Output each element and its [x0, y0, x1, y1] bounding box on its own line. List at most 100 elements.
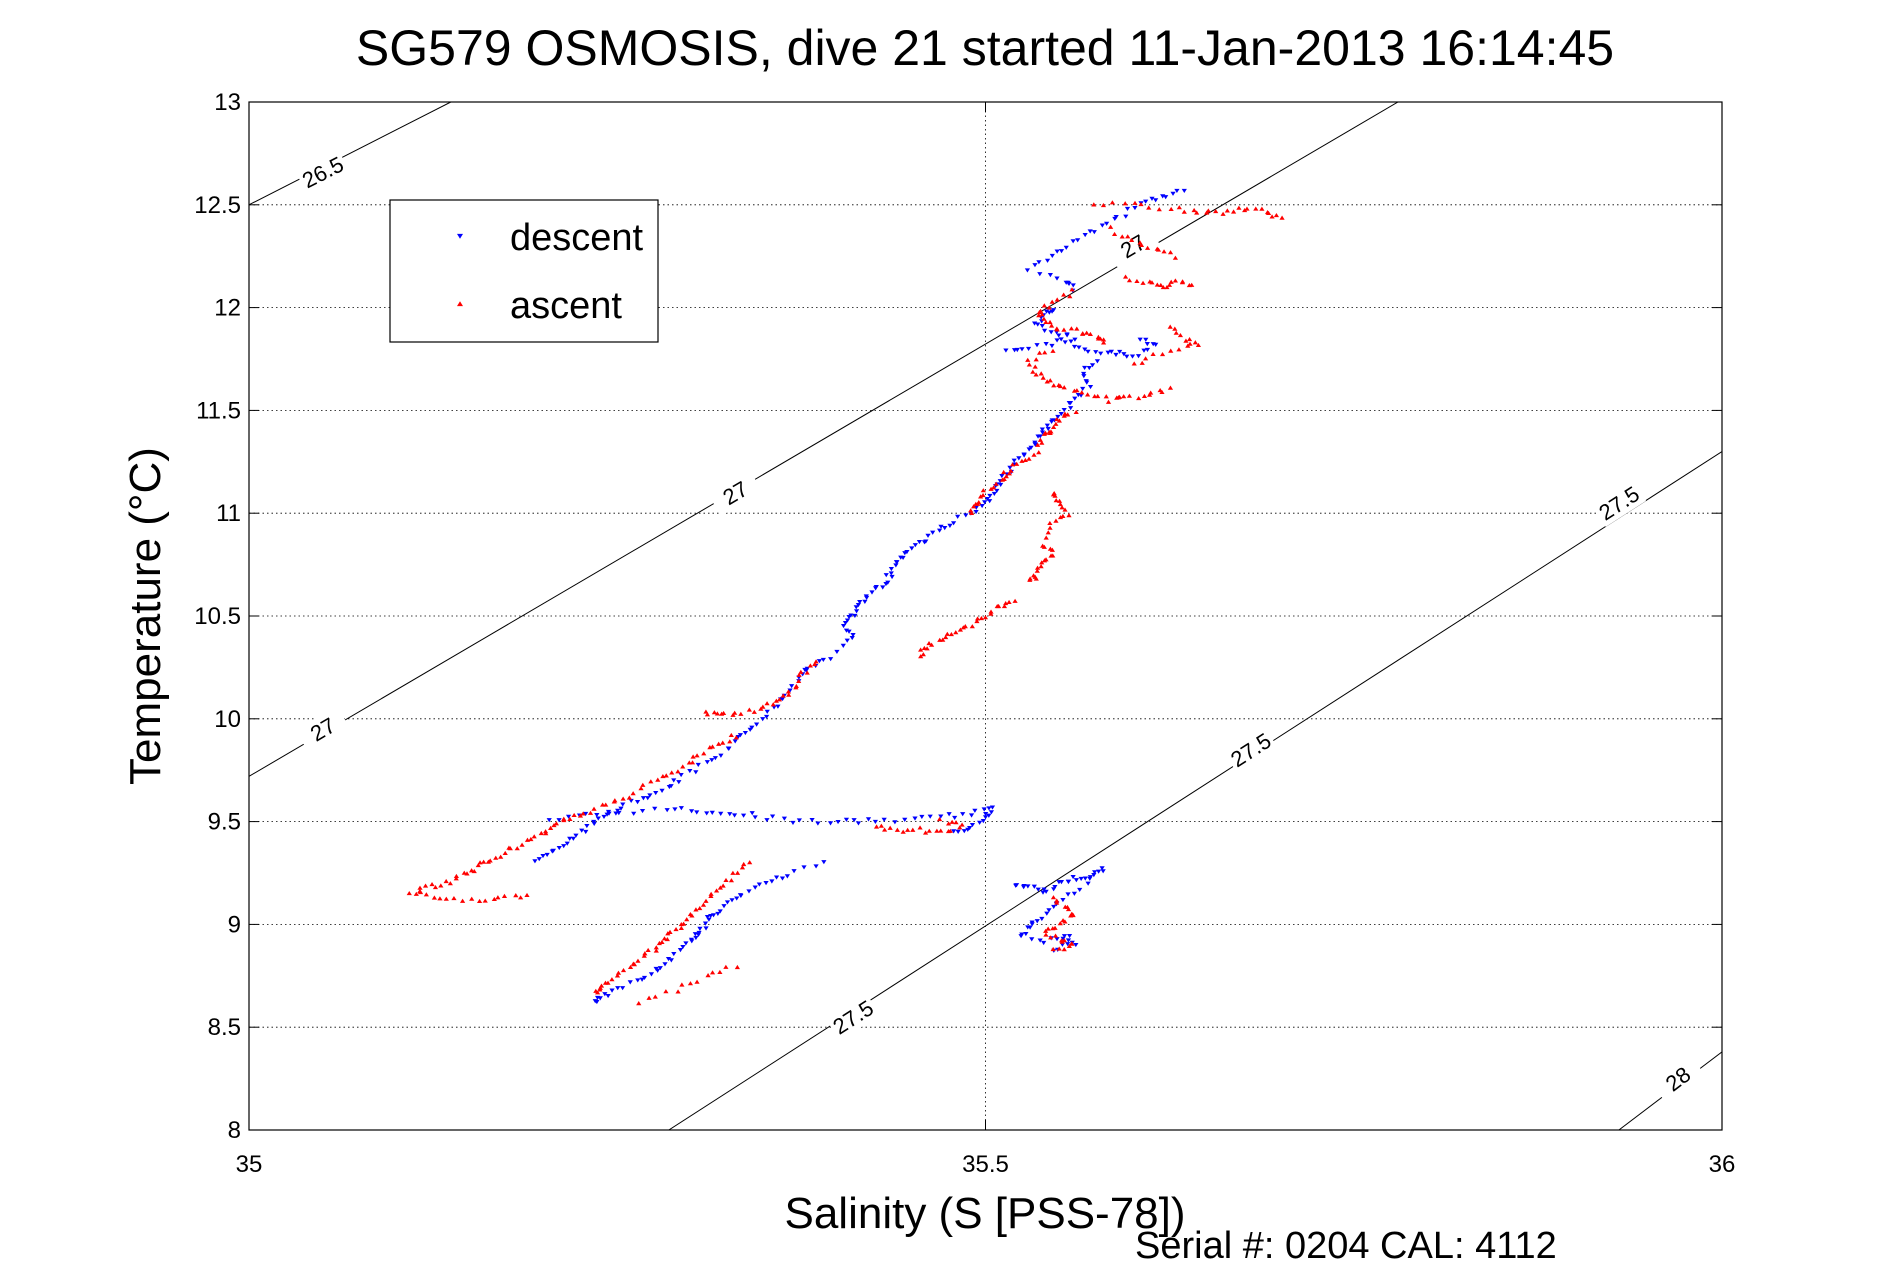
descent-point	[1065, 892, 1071, 897]
ascent-point	[1129, 237, 1135, 243]
descent-point	[1163, 195, 1169, 200]
ascent-point	[730, 712, 736, 717]
x-tick-label: 35.5	[962, 1151, 1009, 1178]
ascent-point	[548, 825, 554, 830]
ascent-point	[1179, 280, 1185, 285]
descent-point	[790, 820, 796, 826]
descent-point	[763, 714, 770, 720]
descent-point	[1181, 188, 1187, 194]
descent-point	[816, 659, 822, 664]
ascent-point	[1158, 282, 1164, 287]
ascent-point	[1054, 327, 1060, 332]
ascent-point	[1265, 210, 1272, 216]
y-tick-label: 10.5	[194, 603, 241, 630]
descent-point	[540, 854, 546, 859]
descent-point	[1046, 908, 1052, 913]
descent-point	[1081, 371, 1087, 377]
descent-point	[862, 599, 868, 604]
ascent-point	[1057, 921, 1063, 926]
ascent-point	[561, 816, 567, 821]
ascent-point	[1125, 234, 1131, 239]
descent-point	[567, 836, 573, 841]
ascent-point	[786, 692, 792, 697]
descent-point	[708, 913, 714, 919]
legend: descent ascent	[389, 199, 659, 343]
descent-point	[1073, 942, 1079, 948]
descent-point	[1096, 869, 1102, 874]
ascent-point	[928, 642, 935, 647]
descent-point	[781, 816, 787, 821]
ascent-point	[991, 485, 997, 490]
descent-point	[1144, 342, 1150, 347]
descent-point	[892, 820, 898, 825]
descent-point	[1066, 934, 1073, 939]
ascent-point	[974, 616, 981, 621]
descent-point	[550, 848, 557, 853]
ascent-point	[1061, 327, 1067, 332]
ascent-point	[1181, 209, 1187, 214]
ascent-point	[703, 709, 709, 714]
descent-point	[898, 555, 904, 560]
ascent-point	[438, 883, 444, 888]
descent-point	[843, 817, 850, 822]
descent-point	[1044, 911, 1050, 916]
isopycnal-line	[249, 102, 452, 206]
ascent-point	[720, 883, 726, 888]
ascent-point	[988, 486, 994, 491]
descent-point	[671, 951, 677, 957]
ascent-point	[506, 845, 512, 850]
ascent-point	[1001, 603, 1008, 609]
descent-point	[1072, 396, 1078, 401]
ascent-point	[1047, 378, 1053, 383]
ascent-point	[1132, 200, 1138, 205]
ascent-point	[776, 697, 783, 702]
descent-point	[620, 802, 626, 807]
ascent-point	[1091, 202, 1097, 207]
ascent-point	[704, 712, 711, 717]
ascent-point	[968, 508, 974, 513]
descent-point	[732, 739, 738, 744]
descent-point	[961, 829, 967, 834]
ascent-point	[1195, 342, 1201, 348]
descent-point	[697, 926, 703, 931]
descent-point	[1082, 876, 1088, 881]
isopycnal-label-bg	[1650, 1053, 1705, 1104]
ascent-point	[1043, 535, 1049, 540]
descent-point	[746, 889, 752, 894]
ascent-point	[1047, 525, 1053, 530]
ascent-point	[1119, 234, 1125, 239]
y-tick-label: 9	[228, 911, 241, 938]
descent-point	[1091, 873, 1097, 878]
descent-point	[1007, 465, 1013, 470]
ascent-point	[553, 821, 559, 826]
ascent-point	[690, 754, 696, 759]
descent-point	[1072, 337, 1078, 342]
data-series	[406, 188, 1285, 1006]
descent-point	[579, 828, 585, 833]
descent-point	[980, 819, 986, 824]
ascent-point	[638, 786, 644, 791]
ascent-point	[1043, 319, 1049, 325]
ascent-point	[664, 936, 670, 942]
ascent-point	[1061, 292, 1067, 297]
descent-point	[880, 585, 886, 590]
ascent-point	[714, 711, 720, 716]
ascent-point	[796, 678, 802, 683]
ascent-point	[1049, 299, 1055, 304]
descent-point	[889, 574, 895, 580]
ascent-point	[1159, 389, 1165, 395]
ascent-point	[514, 846, 520, 851]
descent-point	[813, 864, 819, 869]
ascent-point	[498, 854, 504, 859]
descent-point	[565, 814, 572, 819]
descent-point	[955, 514, 961, 519]
ascent-point	[1050, 348, 1056, 353]
descent-point	[678, 772, 684, 778]
descent-point	[1039, 427, 1045, 432]
ascent-point	[673, 926, 679, 932]
ascent-point	[669, 770, 675, 775]
descent-point	[1081, 374, 1087, 379]
y-tick-label: 9.5	[208, 809, 241, 836]
descent-point	[1117, 349, 1123, 355]
descent-point	[692, 932, 698, 937]
